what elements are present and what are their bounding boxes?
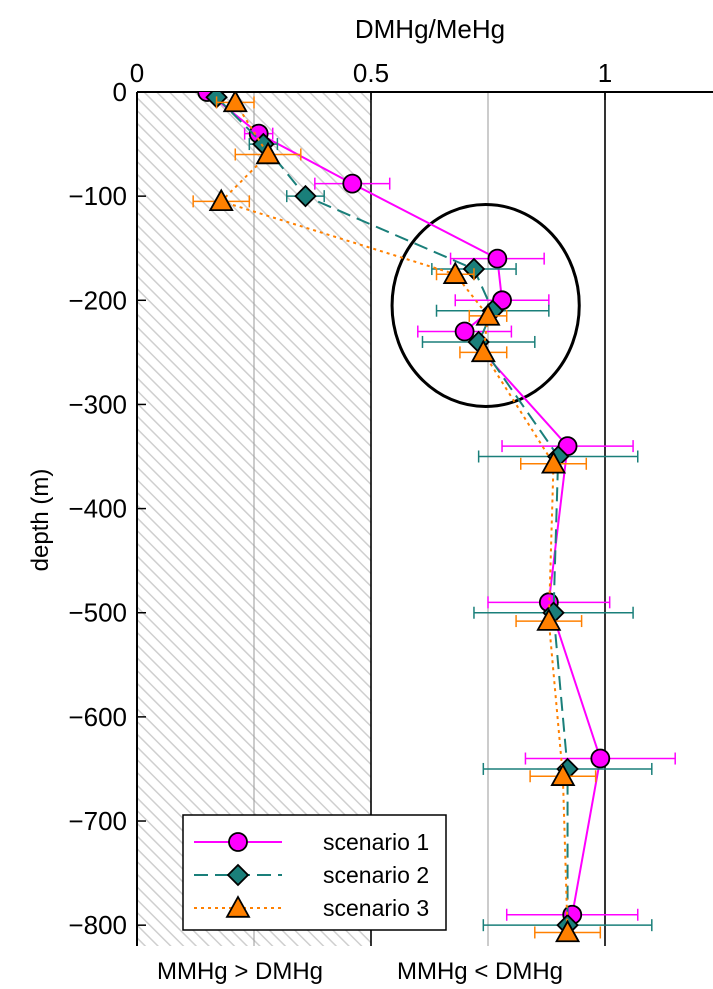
y-tick-label: −500 <box>68 598 127 628</box>
chart-title: DMHg/MeHg <box>355 14 505 44</box>
bottom-annotation: MMHg < DMHg <box>397 958 563 985</box>
x-tick-labels: 0 0.5 1 <box>130 58 612 100</box>
bottom-annotation: MMHg > DMHg <box>157 958 323 985</box>
series-3 <box>192 92 602 943</box>
x-tick-label: 0 <box>130 58 144 88</box>
legend-box <box>182 814 447 931</box>
data-point <box>454 321 475 342</box>
y-tick-label: −400 <box>68 494 127 524</box>
data-point <box>255 141 281 165</box>
y-tick-labels: 0 −100 −200 −300 −400 −500 −600 −700 −800 <box>68 77 146 940</box>
series-layer <box>192 92 676 943</box>
data-point <box>342 173 363 194</box>
highlight-circle <box>390 202 581 409</box>
x-tick-label: 1 <box>598 58 612 88</box>
legend-marker <box>228 832 248 852</box>
y-tick-label: −800 <box>68 910 127 940</box>
vertical-reference-lines <box>253 92 606 946</box>
y-tick-label: −600 <box>68 702 127 732</box>
legend-marker <box>225 895 251 918</box>
data-point <box>475 303 501 326</box>
legend-label: scenario 3 <box>323 895 429 921</box>
data-point <box>470 339 496 363</box>
legend: scenario 1 scenario 2 scenario 3 <box>182 814 447 931</box>
bottom-annotations: MMHg > DMHg MMHg < DMHg <box>157 958 563 985</box>
data-point <box>294 184 317 208</box>
data-point <box>487 248 508 269</box>
y-tick-label: −700 <box>68 806 127 836</box>
data-point <box>208 188 234 212</box>
data-point <box>550 763 576 786</box>
axes <box>136 91 713 946</box>
data-point <box>540 450 567 474</box>
legend-marker <box>226 863 250 887</box>
y-tick-label: 0 <box>113 77 127 107</box>
data-point <box>442 261 468 284</box>
legend-label: scenario 1 <box>323 829 429 855</box>
data-point <box>536 608 562 631</box>
data-point <box>555 919 581 943</box>
highlight-ellipse <box>390 202 581 409</box>
y-tick-label: −100 <box>68 181 127 211</box>
legend-label: scenario 2 <box>323 862 429 888</box>
x-tick-label: 0.5 <box>353 58 389 88</box>
data-point <box>590 748 611 769</box>
y-tick-label: −200 <box>68 285 127 315</box>
y-axis-label: depth (m) <box>27 469 54 572</box>
y-tick-label: −300 <box>68 389 127 419</box>
data-point <box>222 92 248 113</box>
